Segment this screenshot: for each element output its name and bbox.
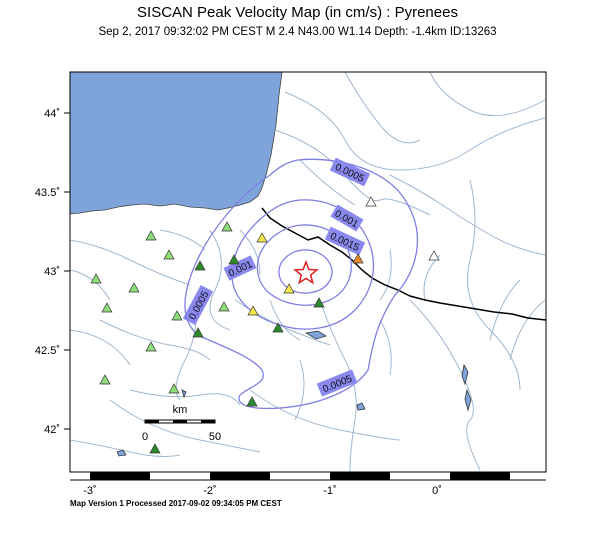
station-marker[interactable] — [247, 305, 259, 316]
station-marker[interactable] — [90, 273, 102, 284]
station-marker[interactable] — [256, 232, 268, 243]
station-marker[interactable] — [313, 297, 325, 308]
y-tick-label: 44˚ — [44, 108, 60, 120]
y-tick-label: 43˚ — [44, 266, 60, 278]
map-title: SISCAN Peak Velocity Map (in cm/s) : Pyr… — [137, 4, 458, 21]
station-marker[interactable] — [246, 396, 258, 407]
y-axis: 44˚ 43.5˚ 43˚ 42.5˚ 42˚ — [35, 108, 70, 436]
event-subtitle: Sep 2, 2017 09:32:02 PM CEST M 2.4 N43.0… — [98, 26, 497, 38]
station-marker[interactable] — [365, 196, 377, 207]
x-tick-label: -1˚ — [323, 485, 336, 497]
station-marker[interactable] — [272, 322, 284, 333]
scale-start: 0 — [142, 431, 148, 443]
seismic-stations — [90, 196, 440, 454]
station-marker[interactable] — [99, 374, 111, 385]
station-marker[interactable] — [194, 260, 206, 271]
processing-footer: Map Version 1 Processed 2017-09-02 09:34… — [70, 499, 282, 508]
y-tick-label: 42.5˚ — [35, 345, 60, 357]
station-marker[interactable] — [428, 250, 440, 261]
epicenter-star-icon[interactable] — [293, 259, 319, 285]
contour-002 — [278, 249, 333, 294]
station-marker[interactable] — [101, 302, 113, 313]
x-tick-label: -3˚ — [83, 485, 96, 497]
contour-001 — [231, 199, 375, 330]
station-marker[interactable] — [168, 383, 180, 394]
map-body: 0.0005 0.001 0.0015 0.001 0.0005 0.0005 — [70, 72, 546, 472]
x-axis: -3˚ -2˚ -1˚ 0˚ — [83, 485, 442, 497]
station-marker[interactable] — [171, 310, 183, 321]
station-marker[interactable] — [283, 283, 295, 294]
station-marker[interactable] — [192, 327, 204, 338]
scale-end: 50 — [209, 431, 221, 443]
scale-bar: km 0 50 — [142, 404, 221, 443]
station-marker[interactable] — [145, 341, 157, 352]
contour-0005-outer — [184, 158, 419, 410]
station-marker[interactable] — [352, 253, 364, 264]
country-border — [261, 207, 546, 321]
x-tick-label: 0˚ — [432, 485, 442, 497]
sea-area — [70, 72, 283, 215]
y-tick-label: 42˚ — [44, 424, 60, 436]
scale-unit: km — [173, 404, 188, 416]
station-marker[interactable] — [128, 282, 140, 293]
map-frame — [69, 71, 547, 481]
y-tick-label: 43.5˚ — [35, 187, 60, 199]
x-tick-label: -2˚ — [203, 485, 216, 497]
lakes — [116, 330, 472, 457]
station-marker[interactable] — [218, 301, 230, 312]
station-marker[interactable] — [149, 443, 161, 454]
station-marker[interactable] — [228, 254, 240, 265]
station-marker[interactable] — [163, 249, 175, 260]
station-marker[interactable] — [221, 221, 233, 232]
station-marker[interactable] — [145, 230, 157, 241]
